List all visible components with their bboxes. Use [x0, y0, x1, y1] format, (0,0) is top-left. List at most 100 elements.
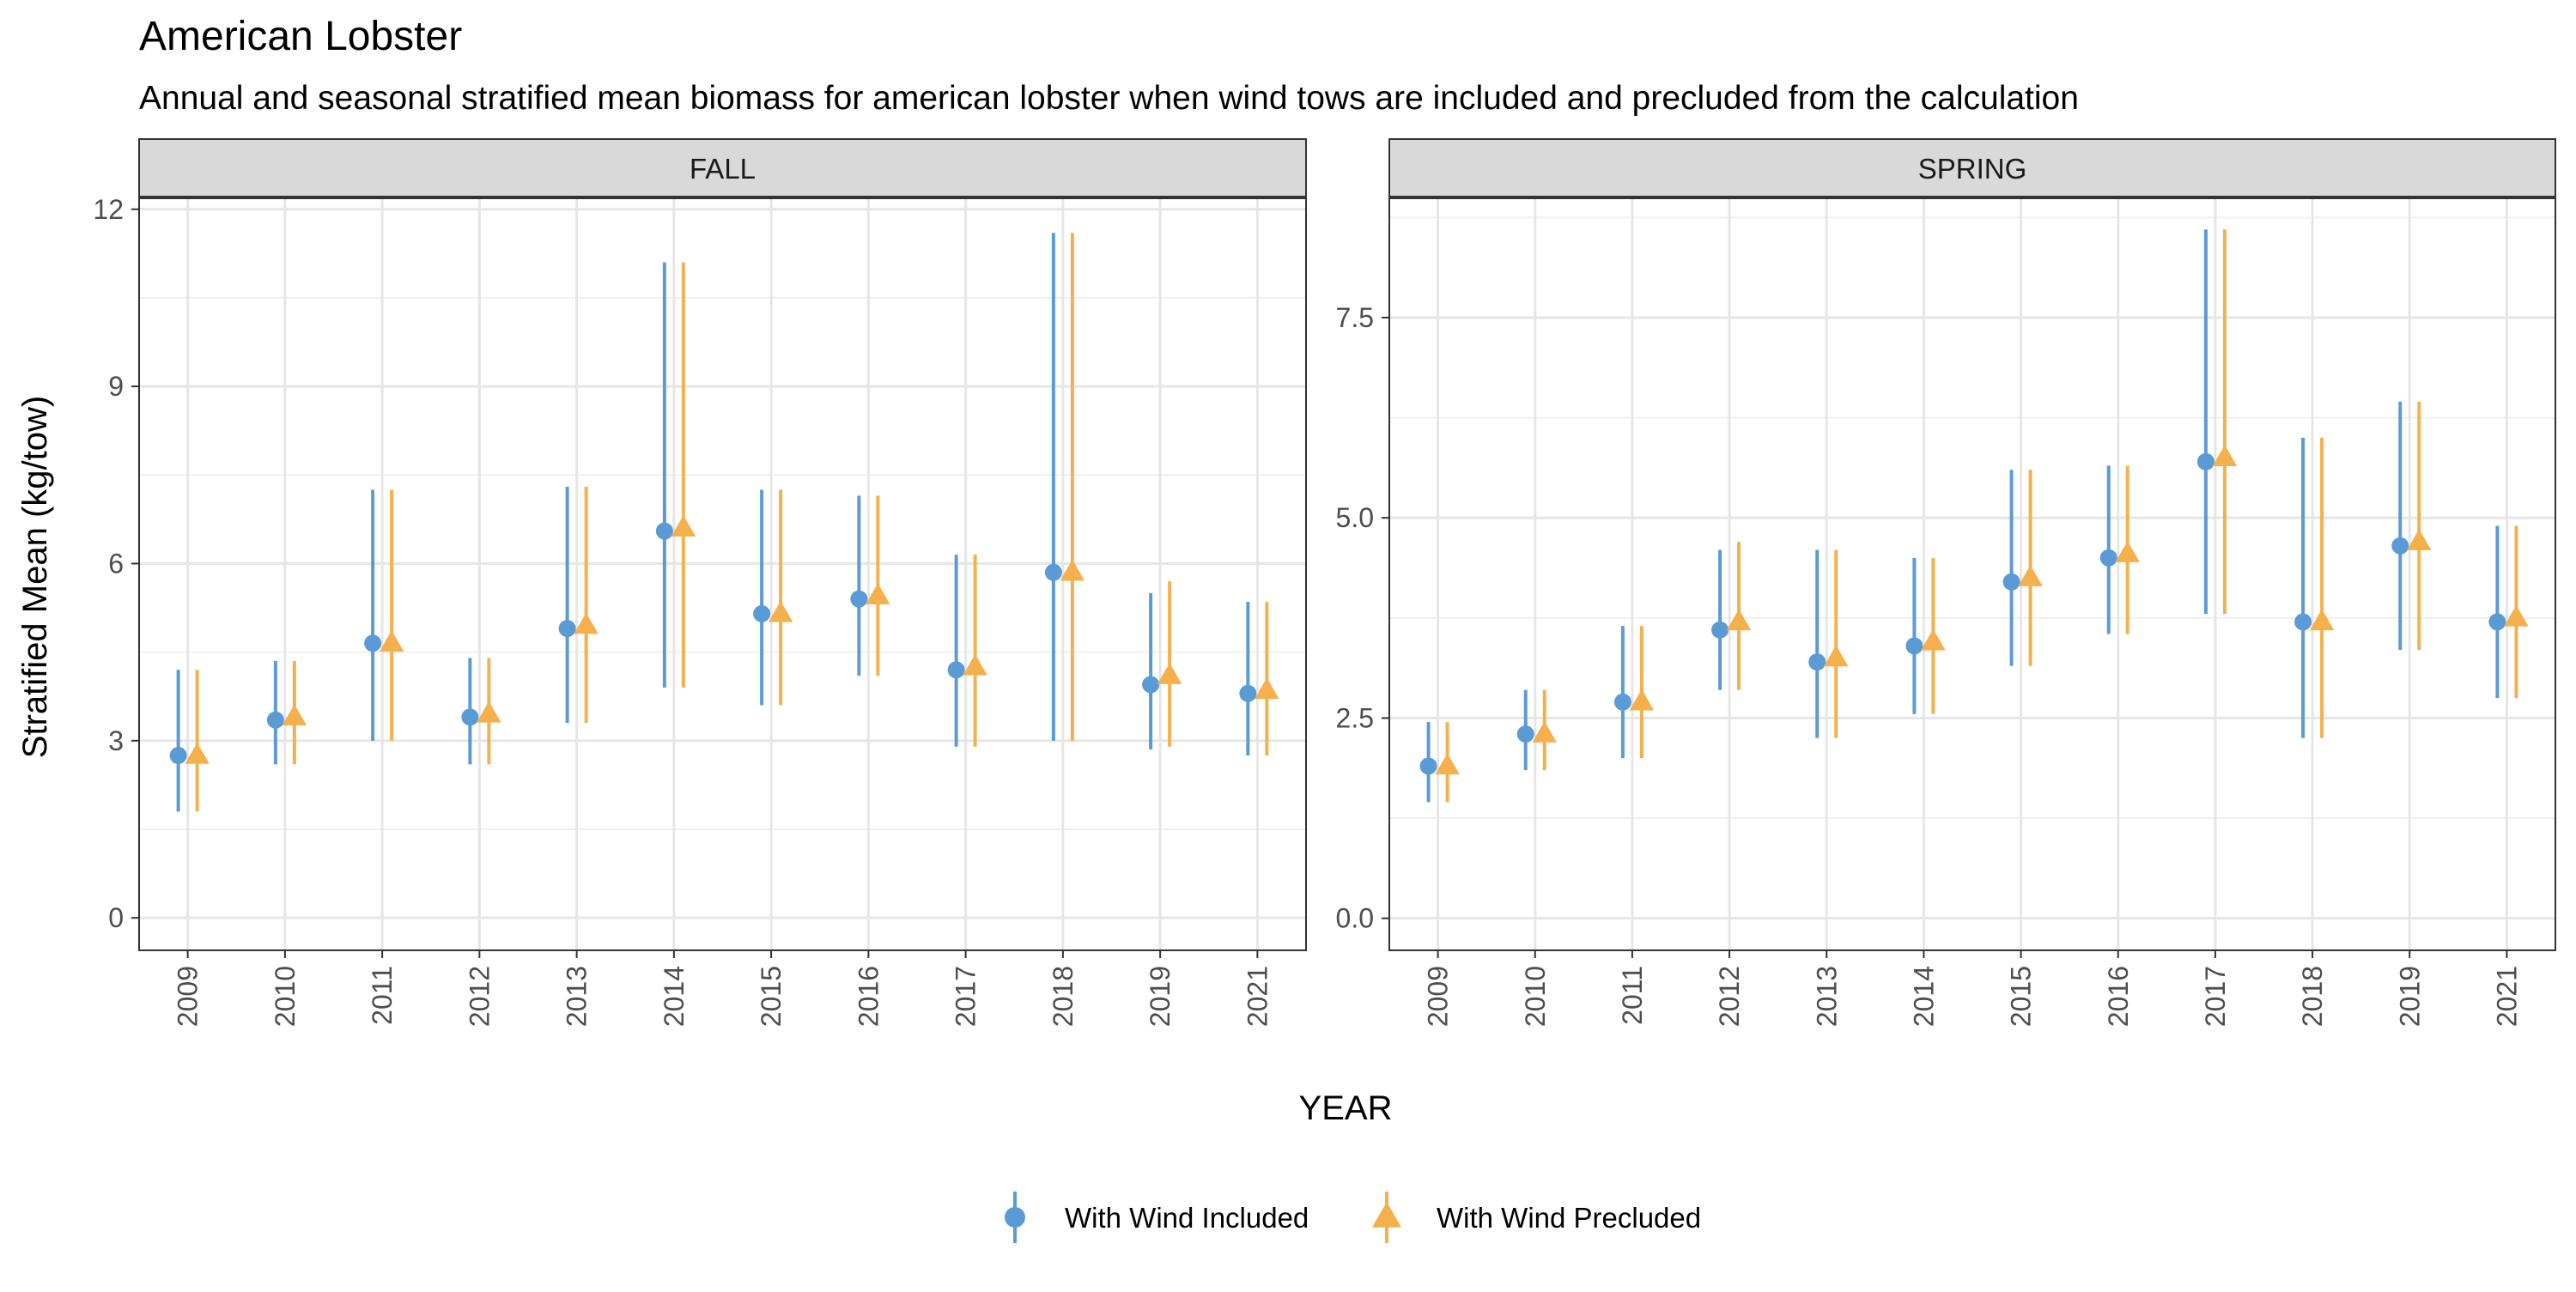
data-point	[477, 701, 501, 723]
x-tick-label: 2021	[1242, 966, 1273, 1027]
y-axis-label: Stratified Mean (kg/tow)	[16, 396, 54, 758]
legend-key-marker	[1371, 1202, 1402, 1228]
data-point	[671, 515, 696, 537]
series-included	[169, 233, 1257, 812]
data-point	[2212, 445, 2238, 466]
data-point	[1629, 688, 1655, 711]
y-tick-label: 12	[93, 194, 124, 225]
data-point	[753, 604, 771, 622]
legend-item-precluded: With Wind Precluded	[1371, 1192, 1701, 1243]
panel-background	[1389, 197, 2555, 950]
legend-label: With Wind Precluded	[1437, 1202, 1701, 1234]
data-point	[1142, 676, 1160, 694]
x-tick-label: 2010	[270, 966, 301, 1027]
data-point	[1921, 628, 1946, 651]
y-tick-label: 2.5	[1336, 702, 1374, 733]
x-tick-label: 2012	[1714, 966, 1745, 1027]
data-point	[461, 708, 479, 726]
x-tick-label: 2016	[853, 966, 884, 1027]
data-point	[1419, 757, 1437, 775]
panel-fall: FALL 0 3 6 9 12 2009 2010 2011 2012 2013 2014 2015 20…	[93, 138, 1307, 1027]
data-point	[1435, 753, 1460, 775]
y-tick-label: 0	[108, 902, 124, 933]
data-point	[2196, 452, 2215, 470]
x-tick-label: 2014	[659, 966, 690, 1027]
y-tick-label: 6	[108, 548, 124, 579]
data-point	[2018, 565, 2043, 586]
series-precluded	[185, 233, 1279, 812]
x-tick-label: 2009	[1423, 966, 1454, 1027]
chart-title: American Lobster	[139, 14, 462, 59]
data-point	[2488, 613, 2506, 631]
y-tick-label: 3	[108, 725, 124, 756]
data-point	[2115, 541, 2140, 562]
data-point	[169, 747, 187, 765]
strip-header	[1388, 138, 2556, 198]
x-tick-label: 2018	[2297, 966, 2328, 1027]
x-axis-label: YEAR	[1299, 1089, 1393, 1127]
x-tick-label: 2012	[464, 966, 495, 1027]
data-point	[266, 711, 284, 729]
data-point	[1808, 653, 1826, 671]
x-tick-label: 2019	[1145, 966, 1176, 1027]
x-tick-label: 2010	[1520, 966, 1551, 1027]
data-point	[947, 661, 965, 679]
series-included	[1419, 229, 2506, 803]
legend-label: With Wind Included	[1065, 1202, 1309, 1234]
data-point	[2391, 537, 2409, 555]
data-point	[2309, 609, 2335, 631]
data-point	[1613, 693, 1631, 711]
data-point	[768, 600, 793, 622]
data-point	[1255, 677, 1279, 700]
series-precluded	[1435, 229, 2529, 803]
data-point	[282, 704, 307, 726]
legend-item-included: With Wind Included	[1005, 1192, 1309, 1243]
data-point	[2002, 573, 2020, 591]
y-tick-label: 0.0	[1336, 903, 1374, 934]
x-tick-label: 2017	[951, 966, 981, 1027]
data-point	[1239, 684, 1257, 702]
data-point	[1516, 725, 1534, 743]
x-tick-label: 2011	[1617, 966, 1648, 1025]
data-point	[1532, 721, 1557, 743]
strip-header	[138, 138, 1307, 198]
y-tick-label: 5.0	[1336, 502, 1374, 533]
data-point	[963, 653, 987, 676]
data-point	[1824, 645, 1849, 667]
x-tick-label: 2021	[2491, 966, 2522, 1027]
panel-spring: SPRING 0.0 2.5 5.0 7.5 2009 2010 2011 2012 2013 20…	[1336, 138, 2556, 1027]
x-tick-label: 2013	[1811, 966, 1842, 1027]
data-point	[2099, 549, 2117, 567]
data-point	[1905, 637, 1923, 655]
y-tick-label: 7.5	[1336, 302, 1374, 333]
strip-label: FALL	[690, 153, 756, 185]
data-point	[2407, 529, 2432, 550]
x-tick-label: 2009	[173, 966, 204, 1027]
data-point	[866, 583, 890, 605]
strip-label: SPRING	[1918, 153, 2027, 185]
x-tick-label: 2013	[562, 966, 592, 1027]
data-point	[185, 743, 210, 764]
x-tick-label: 2019	[2394, 966, 2425, 1027]
x-tick-label: 2015	[756, 966, 787, 1027]
data-point	[1157, 663, 1182, 684]
y-tick-label: 9	[108, 371, 124, 402]
data-point	[1711, 621, 1729, 639]
x-tick-label: 2017	[2200, 966, 2231, 1027]
legend: With Wind Included With Wind Precluded	[1005, 1192, 1701, 1243]
data-point	[655, 522, 673, 540]
x-tick-label: 2016	[2103, 966, 2134, 1027]
data-point	[574, 612, 598, 634]
data-point	[379, 630, 404, 652]
data-point	[1726, 609, 1752, 631]
chart-subtitle: Annual and seasonal stratified mean biom…	[139, 80, 2079, 117]
data-point	[364, 634, 382, 652]
data-point	[1060, 559, 1085, 581]
x-tick-label: 2014	[1908, 966, 1939, 1027]
data-point	[2504, 604, 2529, 627]
data-point	[850, 590, 868, 608]
data-point	[1044, 563, 1062, 581]
x-tick-label: 2011	[367, 966, 398, 1025]
